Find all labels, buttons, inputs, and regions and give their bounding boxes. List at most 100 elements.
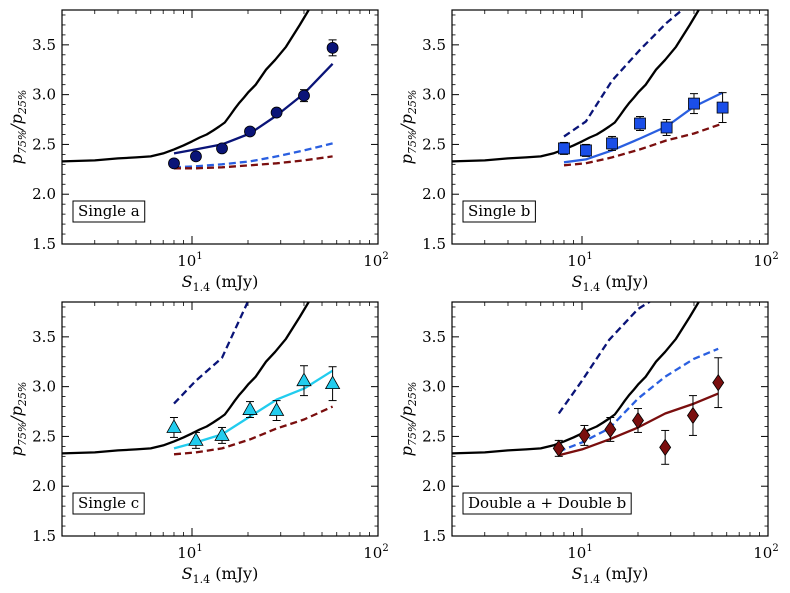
y-tick-label: 2.0 [422, 185, 446, 203]
y-tick-label: 3.0 [422, 86, 446, 104]
y-axis-label-mid: /p [7, 114, 26, 132]
y-tick-label: 1.5 [422, 527, 446, 545]
y-axis-label-mid: /p [397, 114, 416, 132]
axes-frame [61, 301, 379, 537]
data-point [324, 375, 341, 390]
data-point [270, 106, 283, 119]
y-tick-label: 2.5 [422, 427, 446, 445]
y-axis-label-sub1: 75% [16, 422, 29, 446]
x-axis-label: S1.4 (mJy) [572, 564, 649, 586]
x-tick-base: 10 [753, 252, 772, 270]
y-axis-label-sub1: 75% [406, 130, 419, 154]
series-line [452, 10, 701, 163]
data-point [242, 401, 258, 415]
y-tick-label: 3.5 [32, 328, 56, 346]
data-point [188, 432, 204, 446]
data-point [214, 427, 230, 441]
y-tick-label: 1.5 [32, 235, 56, 253]
y-axis-label-sub2: 25% [16, 382, 29, 407]
series-line [62, 302, 311, 455]
y-tick-label: 3.5 [32, 36, 56, 54]
y-tick-label: 2.5 [422, 135, 446, 153]
series-line [563, 122, 723, 167]
x-axis-label-symbol: S [182, 564, 193, 583]
series-line [563, 10, 684, 138]
x-tick-label: 101 [567, 543, 592, 562]
y-axis-label-mid: /p [397, 406, 416, 424]
data-point [268, 402, 285, 416]
panel-label-box [72, 492, 145, 515]
x-axis-label-unit: (mJy) [210, 272, 258, 291]
x-tick-exponent: 1 [196, 251, 202, 262]
series-line [557, 302, 652, 415]
y-tick-label: 2.5 [32, 135, 56, 153]
x-tick-exponent: 2 [382, 251, 388, 262]
x-tick-label: 102 [363, 543, 388, 562]
x-axis-label: S1.4 (mJy) [182, 272, 259, 294]
panel-label-box [72, 200, 146, 223]
data-point [552, 439, 565, 458]
x-tick-exponent: 2 [772, 251, 778, 262]
y-axis-label-p1: p [7, 154, 26, 164]
y-axis-label: p75%/p25% [397, 382, 419, 457]
series-group [62, 10, 334, 170]
data-point [244, 125, 256, 138]
x-tick-label: 102 [753, 251, 778, 270]
series-line [558, 347, 719, 453]
series-line [173, 63, 334, 155]
y-axis-label-mid: /p [7, 406, 26, 424]
y-axis-label-sub2: 25% [406, 382, 419, 407]
y-axis-label-sub2: 25% [16, 90, 29, 115]
panel-label: Single a [78, 202, 140, 220]
y-axis-label-sub2: 25% [406, 90, 419, 115]
x-tick-base: 10 [363, 252, 382, 270]
x-tick-exponent: 1 [586, 251, 592, 262]
data-point [558, 142, 570, 155]
series-line [173, 302, 249, 405]
x-axis-label-symbol: S [572, 272, 583, 291]
x-tick-exponent: 1 [196, 543, 202, 554]
y-tick-label: 3.5 [422, 328, 446, 346]
y-axis-label-p1: p [397, 446, 416, 456]
panel-label: Single b [468, 202, 530, 220]
y-axis-label: p75%/p25% [7, 90, 29, 165]
series-line [452, 302, 701, 455]
data-point [578, 426, 591, 445]
data-point [580, 144, 592, 157]
data-point [659, 438, 672, 457]
series-group [452, 10, 724, 167]
y-tick-label: 2.5 [32, 427, 56, 445]
x-axis-label-subscript: 1.4 [193, 281, 211, 294]
panel-label: Double a + Double b [468, 494, 626, 512]
data-point [712, 373, 725, 392]
x-tick-exponent: 1 [586, 543, 592, 554]
data-point [686, 406, 699, 425]
series-group [62, 302, 334, 456]
y-tick-label: 2.0 [32, 477, 56, 495]
y-tick-label: 2.0 [32, 185, 56, 203]
x-axis-label-unit: (mJy) [600, 272, 648, 291]
y-tick-label: 3.0 [32, 378, 56, 396]
y-tick-label: 3.0 [422, 378, 446, 396]
data-point [606, 137, 618, 150]
x-tick-base: 10 [177, 544, 196, 562]
y-tick-label: 2.0 [422, 477, 446, 495]
x-tick-label: 102 [753, 543, 778, 562]
data-point [634, 117, 646, 130]
x-tick-base: 10 [567, 252, 586, 270]
data-point [326, 41, 339, 54]
axes-frame [61, 9, 379, 245]
x-tick-exponent: 2 [772, 543, 778, 554]
series-line [62, 10, 311, 163]
x-axis-label-unit: (mJy) [210, 564, 258, 583]
data-point [190, 150, 202, 163]
y-axis-label-p1: p [397, 154, 416, 164]
y-tick-label: 3.5 [422, 36, 446, 54]
x-axis-label: S1.4 (mJy) [572, 272, 649, 294]
panel-label: Single c [78, 494, 139, 512]
y-tick-label: 3.0 [32, 86, 56, 104]
x-tick-base: 10 [567, 544, 586, 562]
